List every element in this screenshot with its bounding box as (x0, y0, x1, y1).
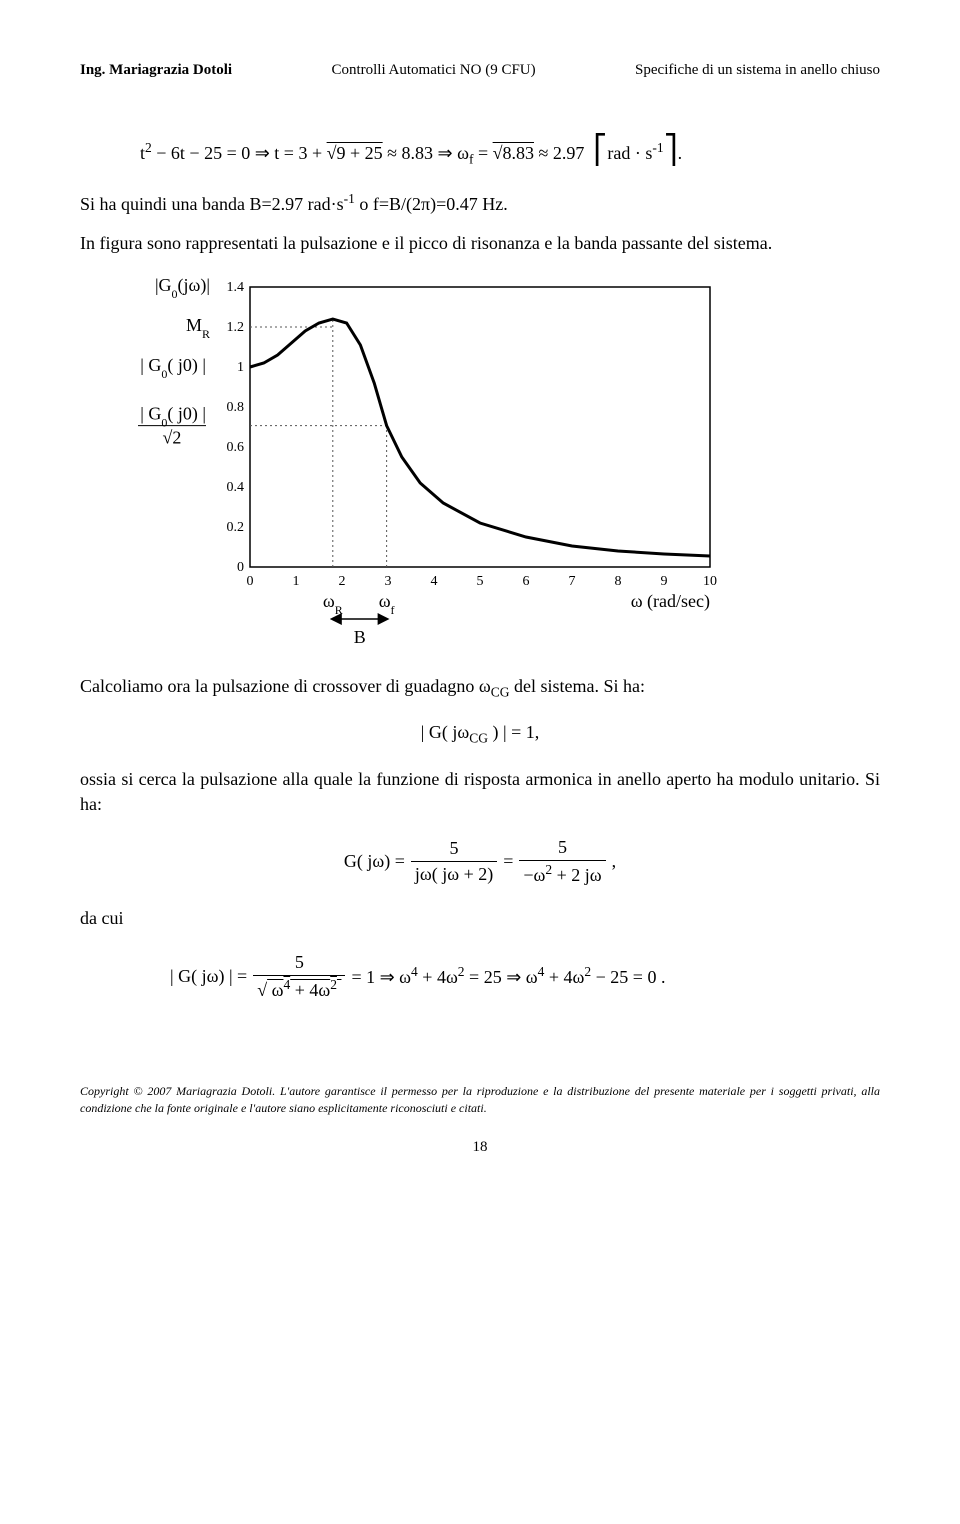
equation-t: t2 − 6t − 25 = 0 ⇒ t = 3 + √9 + 25 ≈ 8.8… (140, 131, 880, 170)
svg-text:3: 3 (385, 574, 392, 589)
svg-text:0: 0 (247, 574, 254, 589)
svg-text:0.6: 0.6 (227, 440, 245, 455)
svg-text:2: 2 (339, 574, 346, 589)
svg-text:0.8: 0.8 (227, 400, 245, 415)
paragraph-band: Si ha quindi una banda B=2.97 rad·s-1 o … (80, 190, 880, 217)
svg-text:7: 7 (569, 574, 576, 589)
svg-text:ωf: ωf (379, 591, 395, 617)
page-number: 18 (80, 1137, 880, 1158)
equation-modulus: | G( jω) | = 5 √ ω4 + 4ω2 = 1 ⇒ ω4 + 4ω2… (170, 950, 880, 1003)
svg-text:|G0(jω)|: |G0(jω)| (155, 277, 210, 301)
svg-text:5: 5 (477, 574, 484, 589)
resonance-chart: 0 0.2 0.4 0.6 0.8 1 1.2 1.4 0 1 2 3 4 5 6 7 8 9 10 |G0(jω)|… (130, 277, 830, 654)
equation-Gjw: G( jω) = 5 jω( jω + 2) = 5 −ω2 + 2 jω , (80, 835, 880, 888)
svg-text:0.4: 0.4 (227, 480, 245, 495)
svg-text:1: 1 (237, 360, 244, 375)
svg-text:MR: MR (186, 315, 210, 341)
header-right: Specifiche di un sistema in anello chius… (635, 60, 880, 81)
svg-text:| G0( j0) |: | G0( j0) | (140, 355, 206, 381)
svg-text:0: 0 (237, 560, 244, 575)
equation-Gcg: | G( jωCG ) | = 1, (80, 720, 880, 748)
page-header: Ing. Mariagrazia Dotoli Controlli Automa… (80, 60, 880, 81)
svg-text:B: B (354, 627, 366, 647)
paragraph-crossover: Calcoliamo ora la pulsazione di crossove… (80, 674, 880, 702)
svg-text:0.2: 0.2 (227, 520, 245, 535)
svg-text:√2: √2 (163, 427, 182, 447)
text-dacui: da cui (80, 906, 880, 931)
svg-text:4: 4 (431, 574, 438, 589)
svg-text:ω (rad/sec): ω (rad/sec) (631, 591, 710, 612)
paragraph-seek-pulsation: ossia si cerca la pulsazione alla quale … (80, 767, 880, 817)
svg-text:9: 9 (661, 574, 668, 589)
svg-text:6: 6 (523, 574, 530, 589)
header-center: Controlli Automatici NO (9 CFU) (331, 60, 535, 81)
svg-text:1.2: 1.2 (227, 320, 245, 335)
svg-text:8: 8 (615, 574, 622, 589)
svg-text:1: 1 (293, 574, 300, 589)
svg-text:10: 10 (703, 574, 717, 589)
chart-block: 0 0.2 0.4 0.6 0.8 1 1.2 1.4 0 1 2 3 4 5 6 7 8 9 10 |G0(jω)|… (80, 277, 880, 654)
paragraph-figure-intro: In figura sono rappresentati la pulsazio… (80, 231, 880, 256)
svg-text:1.4: 1.4 (227, 280, 245, 295)
header-left: Ing. Mariagrazia Dotoli (80, 60, 232, 81)
svg-text:ωR: ωR (323, 591, 343, 617)
footer-copyright: Copyright © 2007 Mariagrazia Dotoli. L'a… (80, 1083, 880, 1117)
